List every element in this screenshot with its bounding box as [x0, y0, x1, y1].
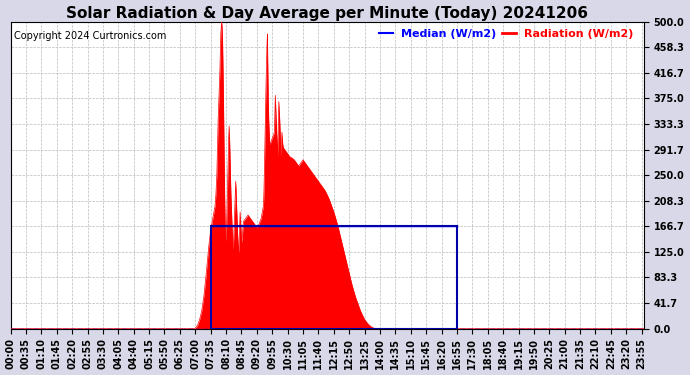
- Bar: [210, 226, 457, 328]
- Legend: Median (W/m2), Radiation (W/m2): Median (W/m2), Radiation (W/m2): [375, 24, 638, 43]
- Text: Copyright 2024 Curtronics.com: Copyright 2024 Curtronics.com: [14, 31, 166, 41]
- Title: Solar Radiation & Day Average per Minute (Today) 20241206: Solar Radiation & Day Average per Minute…: [66, 6, 588, 21]
